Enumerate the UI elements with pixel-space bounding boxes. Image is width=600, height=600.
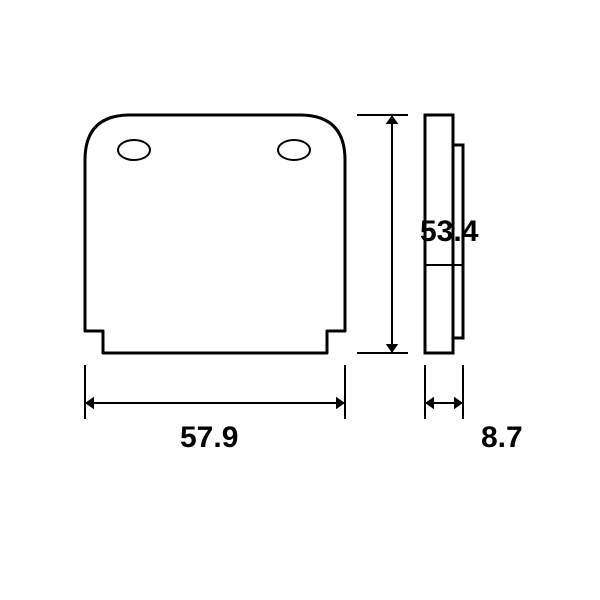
- thickness-dimension-label: 8.7: [481, 421, 523, 455]
- height-dimension-label: 53.4: [420, 215, 478, 249]
- tech-drawing-canvas: [0, 0, 600, 600]
- width-dimension-label: 57.9: [180, 421, 238, 455]
